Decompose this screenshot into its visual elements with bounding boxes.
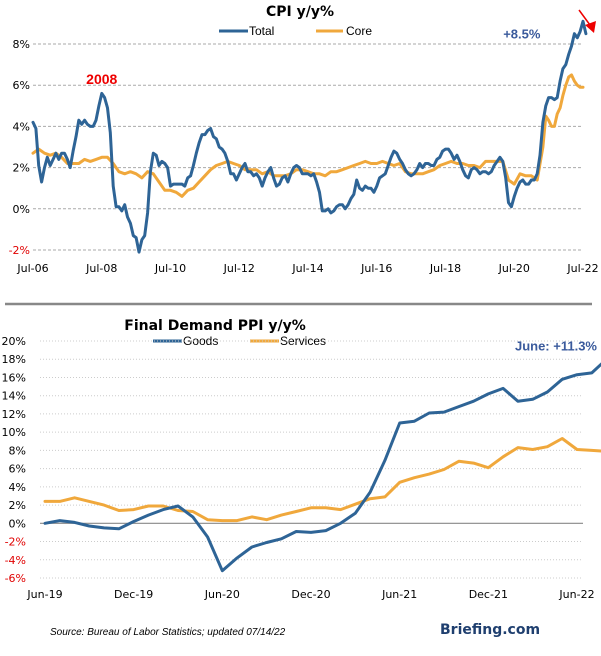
y-tick-label: 10% [2,426,26,439]
x-tick-label: Jul-10 [154,262,186,275]
x-tick-label: Jul-16 [360,262,392,275]
y-tick-label: -6% [5,572,26,585]
brand-logo: Briefing.com [440,622,540,638]
y-tick-label: 4% [13,120,30,133]
red-arrow-icon [578,9,596,33]
y-tick-label: 16% [2,371,26,384]
legend-label-goods: Goods [183,334,218,348]
y-tick-label: 8% [13,38,30,51]
y-tick-label: 2% [13,162,30,175]
x-tick-label: Jul-08 [85,262,117,275]
y-tick-label: 4% [9,481,26,494]
y-tick-label: 0% [9,517,26,530]
y-tick-label: -4% [5,554,26,567]
series-line-total [31,19,588,254]
x-tick-label: Dec-19 [114,588,153,601]
x-tick-label: Dec-21 [469,588,508,601]
x-tick-label: Jun-20 [204,588,240,601]
annotation-latest-ppi: June: +11.3% [515,339,597,354]
x-tick-label: Jul-20 [498,262,530,275]
cpi-gridlines [33,43,583,251]
y-tick-label: 20% [2,335,26,348]
x-tick-label: Jun-19 [26,588,62,601]
cpi-title: CPI y/y% [266,4,334,20]
annotation-latest-cpi: +8.5% [503,27,541,42]
series-line-core [31,73,585,198]
series-line-services [43,437,601,523]
cpi-series [31,19,588,254]
y-tick-label: 6% [13,79,30,92]
x-tick-label: Jul-14 [291,262,323,275]
y-tick-label: -2% [9,244,30,257]
cpi-y-ticks: 8% 6% 4% 2% 0% -2% [9,38,30,257]
ppi-chart: Final Demand PPI y/y% Goods Services 20%… [2,318,601,601]
ppi-title: Final Demand PPI y/y% [124,318,305,334]
y-tick-label: 14% [2,390,26,403]
ppi-y-ticks: 20% 18% 16% 14% 12% 10% 8% 6% 4% 2% 0% -2% -4% -6% [2,335,26,585]
series-line-goods [43,362,601,573]
x-tick-label: Jul-18 [429,262,461,275]
ppi-series [43,362,601,573]
x-tick-label: Jun-21 [381,588,417,601]
legend-label-core: Core [346,24,372,38]
y-tick-label: 12% [2,408,26,421]
cpi-x-ticks: Jul-06 Jul-08 Jul-10 Jul-12 Jul-14 Jul-16 Jul-… [16,262,598,275]
y-tick-label: 18% [2,353,26,366]
legend-label-services: Services [280,334,326,348]
cpi-chart: CPI y/y% Total Core 8% 6% 4% 2% 0% -2% Jul-06… [9,4,599,275]
y-tick-label: 8% [9,444,26,457]
x-tick-label: Jul-12 [223,262,255,275]
annotation-2008: 2008 [86,71,117,87]
y-tick-label: 6% [9,463,26,476]
y-tick-label: 2% [9,499,26,512]
x-tick-label: Jul-22 [566,262,598,275]
y-tick-label: 0% [13,203,30,216]
y-tick-label: -2% [5,536,26,549]
x-tick-label: Jul-06 [16,262,48,275]
cpi-legend: Total Core [219,24,372,38]
source-note: Source: Bureau of Labor Statistics; upda… [50,627,286,638]
x-tick-label: Jun-22 [558,588,594,601]
ppi-x-ticks: Jun-19 Dec-19 Jun-20 Dec-20 Jun-21 Dec-21 Jun-… [26,588,594,601]
legend-label-total: Total [249,24,274,38]
x-tick-label: Dec-20 [291,588,330,601]
